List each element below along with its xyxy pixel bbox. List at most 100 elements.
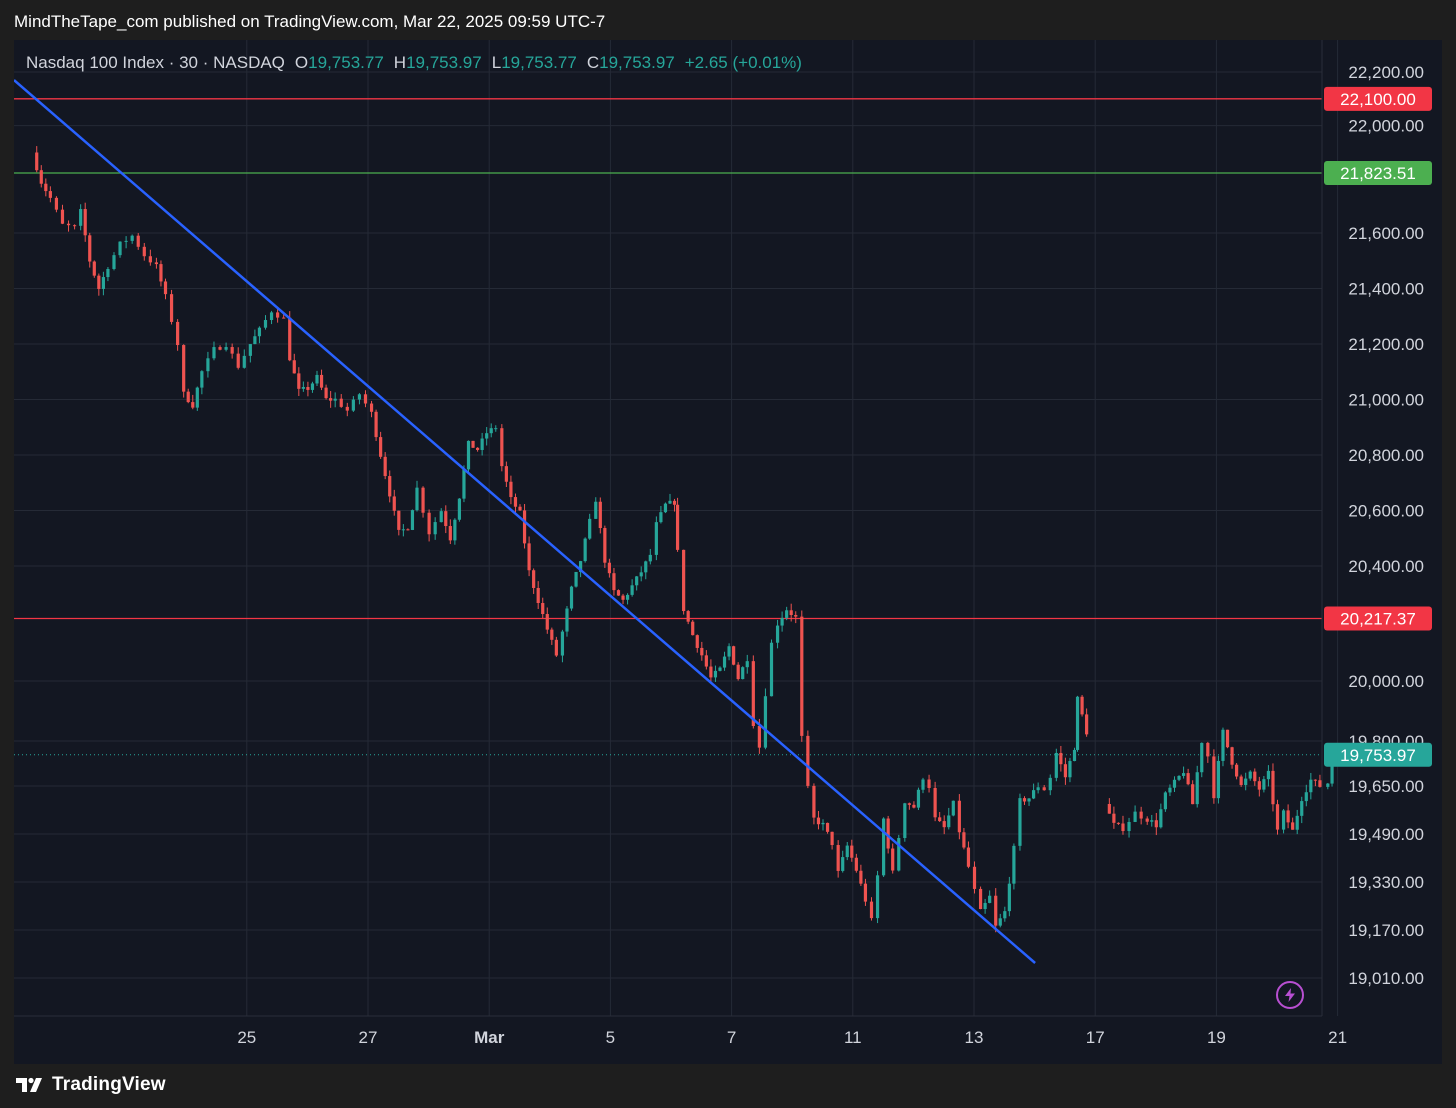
candle-body (200, 371, 204, 388)
candle-body (598, 501, 602, 529)
candle-body (998, 918, 1002, 926)
candle-body (345, 406, 349, 411)
candle-body (1271, 770, 1275, 805)
candle-body (659, 512, 663, 523)
candle-body (92, 261, 96, 276)
candle-body (1133, 811, 1137, 822)
candle-body (257, 327, 262, 337)
candle-body (101, 277, 105, 289)
candle-body (191, 402, 195, 408)
candle-body (466, 440, 471, 470)
x-tick-label: 25 (237, 1028, 256, 1047)
level-badge-label: 22,100.00 (1340, 90, 1416, 109)
candle-body (44, 183, 48, 192)
candle-body (485, 433, 489, 439)
y-tick-label: 20,600.00 (1348, 502, 1424, 521)
candle-body (388, 476, 392, 497)
candle-body (1031, 790, 1036, 799)
candle-body (882, 818, 886, 876)
candle-body (182, 345, 186, 392)
candle-body (607, 562, 611, 574)
candle-body (130, 235, 134, 241)
candle-body (1116, 822, 1121, 824)
candle-body (288, 317, 292, 361)
y-tick-label: 22,200.00 (1348, 63, 1424, 82)
candle-body (212, 347, 216, 359)
candle-body (1063, 764, 1068, 778)
candle-body (1291, 822, 1295, 830)
candle-body (745, 661, 749, 668)
candle-body (242, 355, 246, 368)
candle-body (897, 838, 901, 871)
candle-body (938, 817, 942, 822)
close-value: 19,753.97 (599, 53, 675, 72)
candle-body (1206, 742, 1210, 757)
candle-body (379, 437, 383, 457)
high-value: 19,753.97 (406, 53, 482, 72)
candle-body (427, 512, 431, 535)
y-tick-label: 19,330.00 (1348, 873, 1424, 892)
candle-body (927, 779, 931, 788)
tradingview-logo[interactable]: TradingView (16, 1074, 166, 1096)
candle-body (513, 497, 518, 507)
candle-body (700, 647, 704, 656)
candle-body (912, 804, 916, 808)
candle-body (276, 312, 280, 318)
candle-body (1007, 883, 1011, 912)
candle-body (675, 504, 680, 550)
candle-body (60, 209, 65, 224)
candle-body (1221, 729, 1225, 761)
candle-body (236, 353, 240, 368)
candlestick-chart[interactable]: 22,200.00 22,000.00 21,600.00 21,400.00 21,2… (14, 40, 1442, 1064)
y-tick-label: 21,400.00 (1348, 280, 1424, 299)
candle-body (569, 586, 574, 609)
lightning-bolt-icon[interactable] (1276, 981, 1304, 1009)
candle-body (616, 590, 621, 596)
downtrend-line[interactable] (14, 79, 1036, 964)
candle-body (612, 573, 616, 591)
y-tick-label: 20,800.00 (1348, 446, 1424, 465)
y-tick-label: 19,010.00 (1348, 969, 1424, 988)
candle-body (1286, 810, 1290, 823)
candle-body (35, 152, 39, 171)
chart-panel[interactable]: 22,200.00 22,000.00 21,600.00 21,400.00 21,2… (14, 40, 1442, 1064)
candle-body (351, 399, 355, 411)
candle-body (947, 815, 951, 828)
candle-body (794, 614, 798, 617)
candle-body (565, 608, 569, 632)
candle-body (763, 696, 768, 748)
candle-body (306, 387, 310, 390)
candle-body (1225, 729, 1230, 748)
candle-body (518, 506, 522, 511)
candle-body (500, 428, 504, 467)
candle-body (942, 821, 946, 828)
candle-body (169, 294, 174, 322)
candle-body (124, 240, 128, 242)
candle-body (644, 561, 648, 573)
candle-body (1159, 809, 1163, 828)
candle-body (994, 895, 998, 926)
level-badge-label: 20,217.37 (1340, 610, 1416, 629)
candle-body (224, 347, 228, 350)
candle-body (621, 595, 625, 600)
candle-body (1042, 787, 1046, 791)
candle-body (1186, 773, 1190, 785)
candle-body (1330, 755, 1334, 784)
candle-body (668, 500, 672, 504)
candle-body (1048, 777, 1052, 791)
candle-body (1027, 798, 1031, 802)
chart-legend: Nasdaq 100 Index · 30 · NASDAQ O19,753.77… (26, 53, 812, 73)
candle-body (541, 603, 545, 615)
candle-body (550, 629, 554, 640)
candle-body (148, 256, 152, 263)
x-tick-label: Mar (474, 1028, 505, 1047)
candle-body (310, 383, 315, 390)
candle-body (1085, 714, 1089, 735)
candle-body (713, 670, 718, 678)
candle-body (292, 360, 296, 374)
y-tick-label: 19,490.00 (1348, 825, 1424, 844)
candle-body (1239, 776, 1243, 785)
candle-body (603, 528, 607, 563)
candle-body (639, 572, 643, 577)
candle-body (1112, 813, 1116, 823)
